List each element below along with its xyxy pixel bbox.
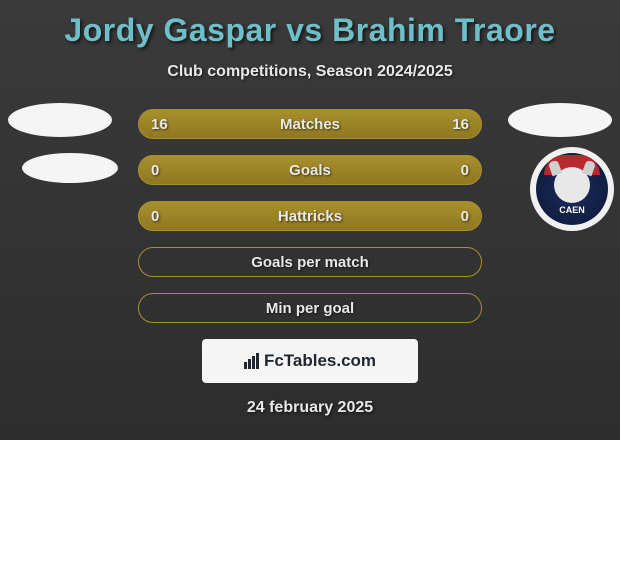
avatar-placeholder-icon xyxy=(22,153,118,183)
player2-avatar xyxy=(508,103,612,137)
stat-bar: Min per goal xyxy=(138,293,482,323)
comparison-card: Jordy Gaspar vs Brahim Traore Club compe… xyxy=(0,0,620,440)
stat-value-right: 16 xyxy=(452,116,469,133)
stat-bar: 0 Goals 0 xyxy=(138,155,482,185)
viking-icon xyxy=(554,167,590,203)
stat-value-left: 0 xyxy=(151,162,159,179)
stat-label: Min per goal xyxy=(266,300,354,317)
avatar-placeholder-icon xyxy=(8,103,112,137)
stat-value-left: 16 xyxy=(151,116,168,133)
date-label: 24 february 2025 xyxy=(0,399,620,417)
stat-bar: 0 Hattricks 0 xyxy=(138,201,482,231)
player1-avatar-small xyxy=(22,153,118,183)
stat-row-matches: 16 Matches 16 xyxy=(0,109,620,141)
stat-label: Goals xyxy=(289,162,331,179)
stat-bar: Goals per match xyxy=(138,247,482,277)
brand-badge[interactable]: FcTables.com xyxy=(202,339,418,383)
stat-row-mpg: Min per goal xyxy=(0,293,620,325)
stat-row-gpm: Goals per match xyxy=(0,247,620,279)
stat-label: Hattricks xyxy=(278,208,342,225)
stat-value-right: 0 xyxy=(461,162,469,179)
stat-label: Matches xyxy=(280,116,340,133)
stat-label: Goals per match xyxy=(251,254,369,271)
stat-value-right: 0 xyxy=(461,208,469,225)
page-title: Jordy Gaspar vs Brahim Traore xyxy=(0,0,620,49)
brand-label: FcTables.com xyxy=(264,351,376,371)
subtitle: Club competitions, Season 2024/2025 xyxy=(0,63,620,81)
stat-row-hattricks: 0 Hattricks 0 xyxy=(0,201,620,233)
player1-avatar xyxy=(8,103,112,137)
chart-icon xyxy=(244,353,259,369)
club-name-label: CAEN xyxy=(559,205,585,215)
avatar-placeholder-icon xyxy=(508,103,612,137)
brand-text: FcTables.com xyxy=(244,351,376,371)
stat-row-goals: 0 Goals 0 CAEN xyxy=(0,155,620,187)
stat-value-left: 0 xyxy=(151,208,159,225)
stat-bar: 16 Matches 16 xyxy=(138,109,482,139)
stat-rows: 16 Matches 16 0 Goals 0 CAEN xyxy=(0,109,620,325)
